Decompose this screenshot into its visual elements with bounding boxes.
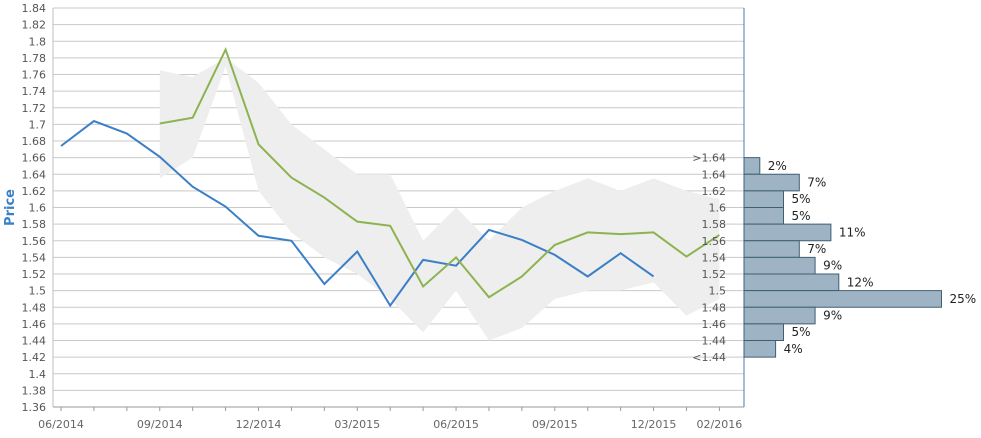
distribution-category-label: 1.6 — [709, 202, 727, 215]
distribution-bar-label: 9% — [823, 259, 842, 273]
distribution-bar-label: 9% — [823, 309, 842, 323]
y-axis-title: Price — [3, 189, 18, 226]
distribution-category-label: 1.5 — [709, 285, 727, 298]
distribution-bar-label: 7% — [807, 176, 826, 190]
y-tick-label: 1.52 — [22, 268, 47, 281]
y-tick-label: 1.38 — [22, 384, 47, 397]
distribution-bar — [743, 306, 816, 325]
distribution-bar — [743, 256, 816, 275]
y-tick-label: 1.5 — [29, 285, 47, 298]
distribution-category-label: 1.54 — [702, 251, 727, 264]
y-tick-label: 1.56 — [22, 235, 47, 248]
distribution-category-label: 1.64 — [702, 168, 727, 181]
y-tick-label: 1.58 — [22, 218, 47, 231]
x-tick-label: 06/2014 — [38, 418, 84, 431]
y-tick-label: 1.66 — [22, 152, 47, 165]
x-tick-label: 12/2015 — [631, 418, 677, 431]
y-tick-label: 1.82 — [22, 19, 47, 32]
distribution-bar-label: 2% — [768, 159, 787, 173]
distribution-bar — [743, 207, 784, 225]
distribution-bar-label: 11% — [839, 225, 866, 239]
y-tick-label: 1.6 — [29, 202, 47, 215]
distribution-bar — [743, 340, 777, 358]
distribution-category-label: >1.64 — [692, 152, 726, 165]
x-tick-label: 12/2014 — [236, 418, 282, 431]
y-tick-label: 1.84 — [22, 2, 47, 15]
distribution-bar — [743, 190, 784, 208]
x-tick-label: 02/2016 — [697, 418, 743, 431]
distribution-bar — [743, 223, 832, 242]
y-tick-label: 1.7 — [29, 118, 47, 131]
y-tick-label: 1.8 — [29, 35, 47, 48]
series-line-2 — [159, 46, 720, 299]
distribution-bar-label: 5% — [792, 209, 811, 223]
x-tick-label: 06/2015 — [433, 418, 479, 431]
y-tick-label: 1.72 — [22, 102, 47, 115]
distribution-category-label: 1.62 — [702, 185, 727, 198]
x-tick-label: 03/2015 — [334, 418, 380, 431]
distribution-category-label: 1.44 — [702, 335, 727, 348]
x-tick-label: 09/2014 — [137, 418, 183, 431]
y-tick-label: 1.46 — [22, 318, 47, 331]
distribution-bar — [743, 273, 840, 292]
distribution-bar-label: 12% — [847, 275, 874, 289]
distribution-bar — [743, 290, 942, 308]
distribution-category-label: 1.58 — [702, 218, 727, 231]
y-tick-label: 1.78 — [22, 52, 47, 65]
distribution-bar-label: 25% — [950, 292, 977, 306]
y-tick-label: 1.48 — [22, 301, 47, 314]
y-tick-label: 1.64 — [22, 168, 47, 181]
distribution-bar — [743, 157, 761, 175]
forecast-range-band — [159, 57, 720, 341]
distribution-bar — [743, 323, 784, 341]
y-tick-label: 1.62 — [22, 185, 47, 198]
distribution-category-label: 1.56 — [702, 235, 727, 248]
distribution-category-label: <1.44 — [692, 351, 726, 364]
distribution-category-label: 1.48 — [702, 301, 727, 314]
distribution-bar-label: 4% — [784, 342, 803, 356]
distribution-bar-label: 5% — [792, 192, 811, 206]
y-tick-label: 1.36 — [22, 401, 47, 414]
distribution-bar — [743, 173, 800, 192]
distribution-bar-label: 5% — [792, 325, 811, 339]
distribution-bar — [743, 240, 800, 258]
y-tick-label: 1.44 — [22, 335, 47, 348]
distribution-category-label: 1.52 — [702, 268, 727, 281]
y-tick-label: 1.42 — [22, 351, 47, 364]
distribution-bar-label: 7% — [807, 242, 826, 256]
y-tick-label: 1.74 — [22, 85, 47, 98]
series-line-1 — [60, 119, 655, 308]
distribution-category-label: 1.46 — [702, 318, 727, 331]
x-tick-label: 09/2015 — [532, 418, 578, 431]
y-tick-label: 1.54 — [22, 251, 47, 264]
y-tick-label: 1.76 — [22, 69, 47, 82]
y-tick-label: 1.68 — [22, 135, 47, 148]
y-tick-label: 1.4 — [29, 368, 47, 381]
